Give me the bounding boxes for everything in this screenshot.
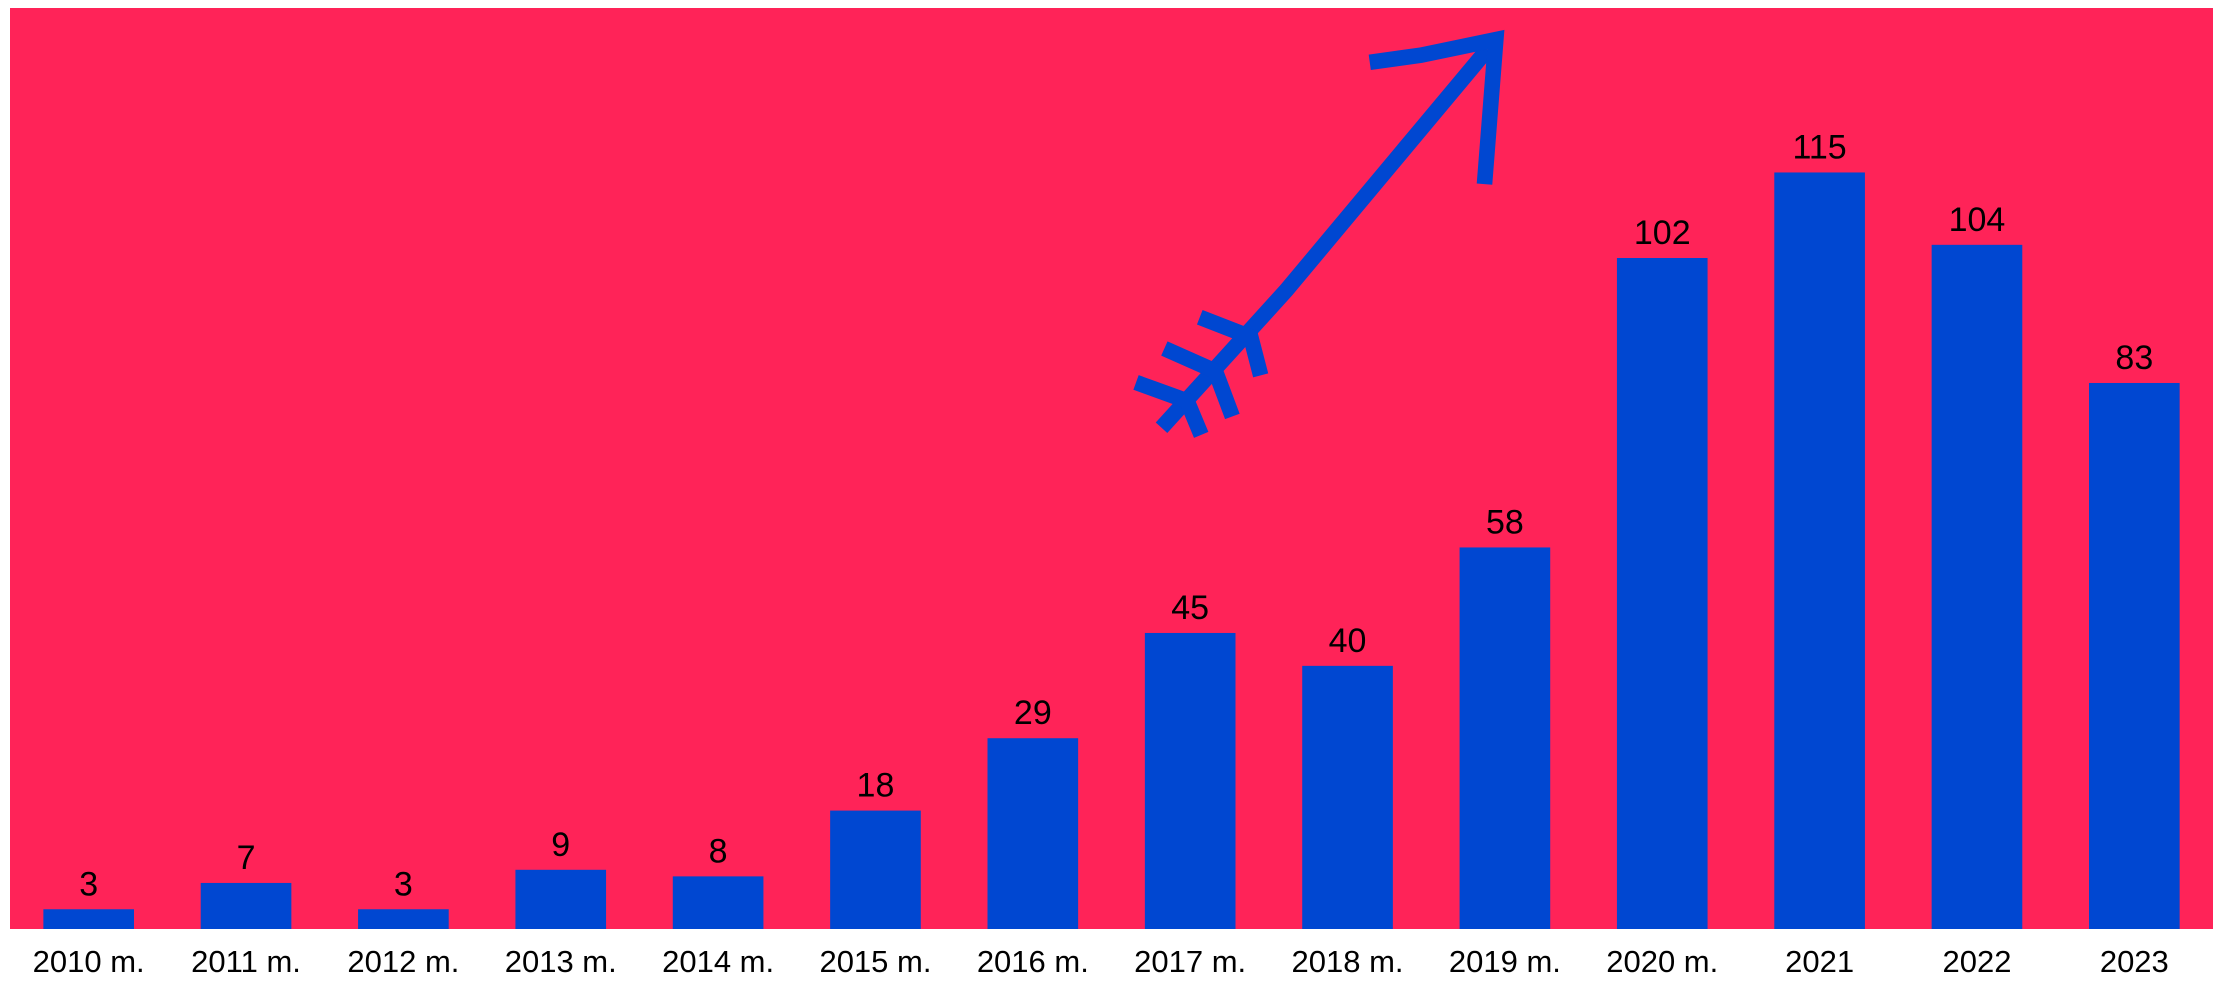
x-tick-label: 2014 m. xyxy=(662,944,774,979)
bar xyxy=(2089,382,2180,929)
x-tick-label: 2013 m. xyxy=(505,944,617,979)
value-label: 3 xyxy=(394,865,413,903)
value-label: 8 xyxy=(709,832,728,870)
bar xyxy=(515,869,607,929)
bar xyxy=(43,909,134,929)
x-tick-label: 2020 m. xyxy=(1606,944,1718,979)
value-label: 102 xyxy=(1634,214,1691,252)
arrow-feather xyxy=(1196,310,1269,378)
x-tick-label: 2017 m. xyxy=(1134,944,1246,979)
arrow-feather xyxy=(1161,341,1240,420)
bar xyxy=(1774,172,1865,929)
bar xyxy=(358,909,449,929)
value-label: 104 xyxy=(1949,201,2006,239)
x-tick-label: 2012 m. xyxy=(347,944,459,979)
bar xyxy=(987,738,1079,929)
bar xyxy=(1459,547,1551,929)
x-tick-label: 2019 m. xyxy=(1449,944,1561,979)
value-label: 9 xyxy=(551,826,570,864)
x-tick-label: 2015 m. xyxy=(819,944,931,979)
bar xyxy=(1144,632,1236,929)
bar xyxy=(200,882,292,929)
value-label: 115 xyxy=(1792,128,1846,166)
bar xyxy=(672,876,764,929)
bar xyxy=(1931,244,2023,930)
x-tick-label: 2011 m. xyxy=(191,944,301,979)
x-tick-label: 2021 xyxy=(1785,944,1854,979)
x-tick-label: 2018 m. xyxy=(1292,944,1404,979)
bar xyxy=(1302,665,1393,929)
x-tick-label: 2010 m. xyxy=(33,944,145,979)
x-tick-label: 2016 m. xyxy=(977,944,1089,979)
bar xyxy=(830,810,921,929)
value-label: 58 xyxy=(1486,503,1524,541)
value-label: 3 xyxy=(79,865,98,903)
plot-background xyxy=(10,8,2213,929)
value-label: 18 xyxy=(857,767,895,805)
bar xyxy=(1616,257,1708,929)
value-label: 7 xyxy=(237,839,256,877)
x-tick-label: 2023 xyxy=(2100,944,2169,979)
value-label: 29 xyxy=(1014,694,1052,732)
arrow-decoration xyxy=(1133,29,1505,438)
value-label: 40 xyxy=(1329,622,1367,660)
value-label: 83 xyxy=(2115,339,2153,377)
x-tick-label: 2022 xyxy=(1942,944,2011,979)
value-label: 45 xyxy=(1171,589,1209,627)
arrow-head xyxy=(1368,29,1505,185)
arrow-feather xyxy=(1133,375,1209,438)
arrow-shaft xyxy=(1155,44,1494,434)
